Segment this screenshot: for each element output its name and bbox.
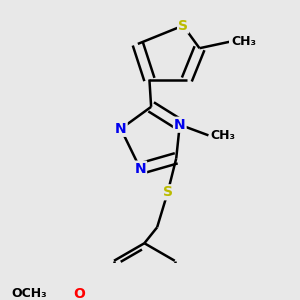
Text: N: N — [134, 162, 146, 176]
Text: N: N — [115, 122, 127, 136]
Text: N: N — [174, 118, 186, 132]
Text: CH₃: CH₃ — [231, 35, 256, 48]
Text: S: S — [178, 19, 188, 33]
Text: S: S — [163, 185, 173, 199]
Text: OCH₃: OCH₃ — [11, 287, 47, 300]
Text: CH₃: CH₃ — [211, 129, 236, 142]
Text: O: O — [73, 287, 85, 300]
